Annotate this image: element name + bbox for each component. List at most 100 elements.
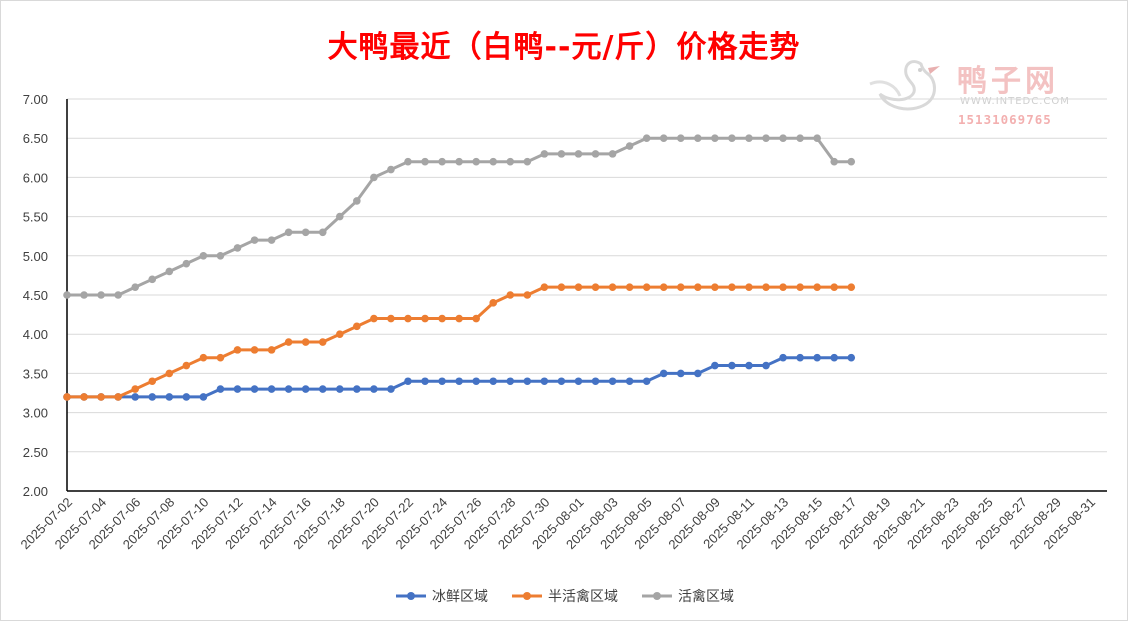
data-point [284, 228, 293, 237]
data-point [728, 134, 736, 142]
data-point [455, 377, 463, 386]
legend-swatch [642, 592, 672, 600]
data-point [199, 353, 208, 362]
data-point [438, 157, 446, 166]
data-point [335, 212, 344, 221]
data-point [847, 353, 856, 362]
data-point [199, 252, 208, 260]
data-point [830, 157, 839, 166]
data-point [250, 346, 259, 354]
data-point [523, 377, 532, 386]
data-point [114, 291, 122, 299]
data-point [642, 283, 651, 291]
data-point [625, 142, 634, 150]
legend: 冰鲜区域 半活禽区域 活禽区域 [0, 585, 1128, 607]
data-point [421, 314, 429, 323]
data-point [745, 283, 753, 291]
data-point [608, 150, 617, 158]
legend-label: 活禽区域 [678, 589, 734, 605]
data-point [97, 291, 105, 299]
data-point [199, 393, 208, 401]
data-point [165, 369, 174, 378]
y-tick-label: 4.00 [23, 327, 48, 342]
data-point [847, 283, 856, 291]
data-point [267, 346, 276, 354]
data-point [370, 385, 378, 393]
data-point [813, 134, 821, 142]
legend-swatch [512, 592, 542, 600]
data-point [472, 314, 480, 323]
data-point [318, 385, 327, 393]
watermark-phone: 15131069765 [958, 112, 1052, 127]
data-point [165, 393, 174, 401]
data-point [387, 165, 395, 174]
data-point [642, 377, 651, 386]
data-point [762, 283, 770, 291]
data-point [574, 150, 583, 158]
data-point [404, 314, 412, 323]
data-point [489, 157, 498, 166]
data-point [353, 385, 361, 393]
data-point [694, 134, 702, 142]
data-point [506, 291, 515, 299]
data-point [711, 283, 719, 291]
data-point [591, 283, 600, 291]
data-point [472, 377, 480, 386]
data-point [301, 228, 310, 237]
data-point [250, 236, 259, 244]
data-point [540, 283, 549, 291]
data-point [318, 338, 327, 346]
data-point [557, 283, 566, 291]
data-point [404, 377, 412, 386]
data-point [830, 353, 839, 362]
data-point [353, 322, 361, 331]
data-point [455, 314, 463, 323]
data-point [131, 385, 139, 393]
data-point [250, 385, 259, 393]
duck-logo-watermark [869, 60, 940, 111]
data-point [728, 361, 736, 370]
data-point [370, 314, 378, 323]
data-point [267, 385, 276, 393]
data-point [813, 353, 821, 362]
data-point [608, 377, 617, 386]
data-point [489, 377, 498, 386]
y-tick-label: 6.50 [23, 131, 48, 146]
data-point [472, 157, 480, 166]
data-point [114, 393, 122, 401]
data-point [711, 361, 719, 370]
data-point [421, 377, 429, 386]
data-point [301, 385, 310, 393]
data-point [659, 369, 668, 378]
data-point [97, 393, 105, 401]
data-point [813, 283, 821, 291]
data-point [80, 291, 88, 299]
data-point [182, 259, 191, 268]
data-point [63, 291, 71, 299]
data-point [745, 134, 753, 142]
y-tick-label: 6.00 [23, 170, 48, 185]
legend-item: 活禽区域 [640, 586, 734, 606]
data-point [131, 393, 139, 401]
data-point [557, 377, 566, 386]
data-point [676, 134, 685, 142]
data-point [591, 377, 600, 386]
data-point [574, 377, 583, 386]
data-point [216, 252, 225, 260]
data-point [762, 361, 770, 370]
data-point [148, 377, 157, 386]
data-point [506, 377, 515, 386]
data-point [796, 283, 804, 291]
data-point [506, 157, 515, 166]
data-point [233, 346, 242, 354]
data-point [523, 291, 532, 299]
data-point [370, 173, 378, 182]
y-tick-label: 2.00 [23, 484, 48, 499]
data-point [131, 283, 139, 291]
data-point [216, 353, 225, 362]
data-point [284, 385, 293, 393]
watermark-brand: 鸭子网 [957, 64, 1059, 99]
data-point [233, 244, 242, 252]
